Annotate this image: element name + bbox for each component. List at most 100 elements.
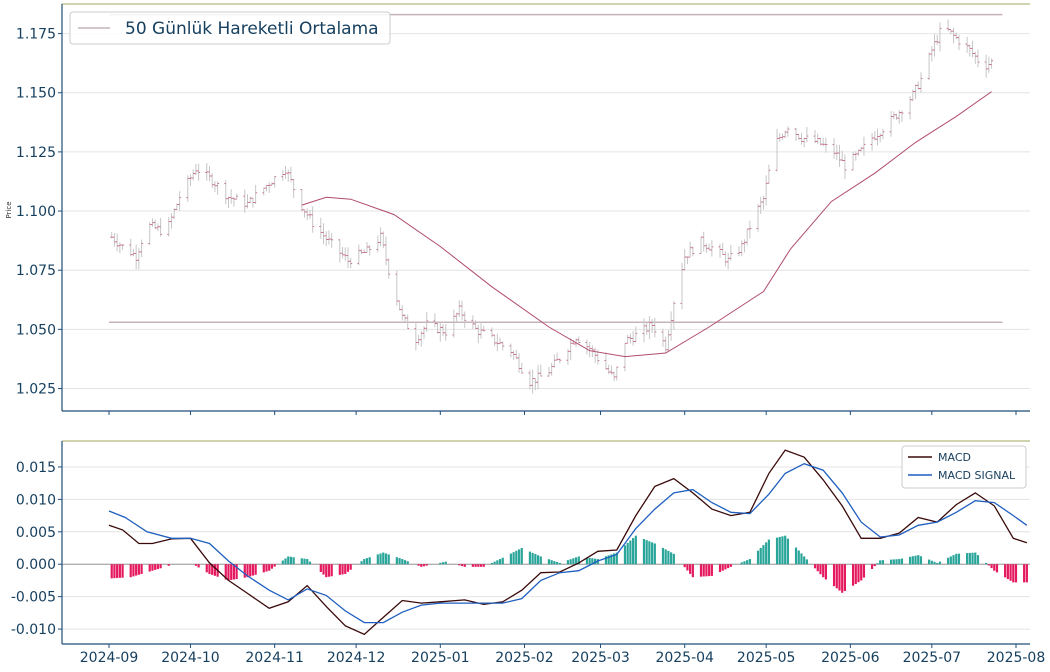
histogram-bar-positive (952, 555, 955, 565)
histogram-bar-positive (908, 556, 912, 565)
legend-ma-label: 50 Günlük Hareketli Ortalama (125, 19, 379, 39)
histogram-bar-negative (873, 564, 876, 567)
histogram-bar-positive (648, 541, 651, 565)
histogram-bar-negative (1006, 564, 1009, 580)
histogram-bar-negative (705, 564, 708, 577)
histogram-bar-positive (889, 559, 893, 565)
histogram-bar-positive (550, 560, 553, 565)
histogram-bar-positive (938, 561, 942, 565)
histogram-bar-positive (805, 559, 809, 565)
histogram-bar-negative (477, 564, 480, 567)
histogram-bar-positive (490, 562, 493, 565)
histogram-bar-positive (917, 555, 920, 565)
histogram-bar-positive (398, 558, 401, 565)
histogram-bar-negative (479, 564, 483, 567)
histogram-bar-negative (838, 564, 841, 591)
histogram-bar-positive (968, 552, 971, 565)
histogram-bar-positive (898, 559, 901, 565)
histogram-bar-negative (151, 564, 154, 571)
histogram-bar-positive (610, 554, 613, 565)
histogram-bar-positive (612, 553, 616, 565)
histogram-bar-positive (762, 545, 765, 565)
histogram-bar-positive (547, 559, 551, 565)
histogram-bar-positive (607, 555, 610, 565)
histogram-bar-positive (947, 557, 950, 565)
histogram-bar-negative (724, 564, 727, 570)
histogram-bar-negative (1014, 564, 1018, 583)
price-y-tick-label: 1.100 (16, 204, 56, 220)
histogram-bar-positive (281, 560, 284, 565)
histogram-bar-positive (974, 552, 977, 565)
histogram-bar-negative (249, 564, 252, 577)
histogram-bar-negative (1004, 564, 1007, 578)
histogram-bar-positive (900, 558, 904, 565)
histogram-bar-positive (401, 559, 404, 565)
histogram-bar-positive (365, 558, 369, 565)
histogram-bar-negative (213, 564, 217, 576)
x-tick-label: 2025-04 (655, 650, 714, 666)
histogram-bar-positive (615, 552, 618, 565)
x-tick-label: 2025-02 (495, 650, 554, 666)
histogram-bar-positive (914, 555, 917, 565)
histogram-bar-negative (113, 564, 116, 579)
histogram-bar-negative (135, 564, 138, 576)
histogram-bar-negative (265, 564, 268, 572)
histogram-bar-positive (667, 550, 670, 565)
x-tick-label: 2025-06 (821, 650, 880, 666)
histogram-bar-positive (653, 543, 656, 565)
histogram-bar-positive (539, 556, 542, 565)
histogram-bar-negative (420, 564, 423, 567)
histogram-bar-positive (651, 542, 654, 565)
histogram-bar-negative (346, 564, 350, 572)
histogram-bar-negative (854, 564, 857, 584)
histogram-bar-negative (832, 564, 836, 587)
histogram-bar-positive (629, 540, 632, 565)
x-tick-label: 2025-07 (903, 650, 962, 666)
macd-y-tick-label: 0.015 (16, 460, 56, 476)
macd-y-tick-label: 0.010 (16, 492, 56, 508)
histogram-bar-positive (797, 550, 800, 565)
histogram-bar-positive (534, 554, 537, 565)
histogram-bar-positive (670, 552, 673, 565)
histogram-bar-negative (686, 564, 689, 571)
histogram-bar-negative (129, 564, 132, 578)
histogram-bar-positive (672, 553, 675, 565)
histogram-bar-negative (857, 564, 860, 583)
histogram-bar-negative (718, 564, 722, 573)
histogram-bar-positive (289, 556, 293, 565)
histogram-bar-positive (930, 560, 933, 565)
histogram-bar-positive (444, 561, 447, 565)
histogram-bar-negative (702, 564, 705, 577)
x-tick-label: 2024-09 (80, 650, 139, 666)
histogram-bar-positive (555, 562, 559, 565)
histogram-bar-positive (794, 547, 798, 565)
histogram-bar-negative (154, 564, 157, 570)
histogram-bar-negative (338, 564, 341, 575)
histogram-bar-positive (558, 562, 561, 565)
histogram-bar-positive (287, 556, 290, 565)
histogram-bar-negative (194, 564, 197, 566)
histogram-bar-positive (966, 553, 969, 565)
histogram-bar-negative (708, 564, 711, 577)
histogram-bar-positive (781, 536, 784, 565)
histogram-bar-negative (270, 564, 274, 569)
x-tick-label: 2025-01 (411, 650, 470, 666)
histogram-bar-negative (471, 564, 474, 567)
histogram-bar-positive (645, 540, 648, 565)
histogram-bar-positive (376, 554, 379, 565)
histogram-bar-positive (971, 552, 974, 565)
x-tick-label: 2024-11 (245, 650, 304, 666)
histogram-bar-positive (892, 559, 895, 565)
x-tick-label: 2025-03 (571, 650, 630, 666)
macd-line (108, 449, 1028, 636)
histogram-bar-negative (860, 564, 863, 581)
x-tick-label: 2025-05 (737, 650, 796, 666)
histogram-bar-positive (360, 561, 363, 565)
histogram-bar-negative (344, 564, 347, 574)
price-y-tick-label: 1.150 (16, 86, 56, 102)
histogram-bar-negative (349, 564, 352, 570)
histogram-bar-positive (746, 560, 749, 565)
histogram-bar-positive (949, 556, 952, 565)
histogram-bar-negative (319, 564, 322, 573)
histogram-bar-positive (881, 560, 885, 565)
